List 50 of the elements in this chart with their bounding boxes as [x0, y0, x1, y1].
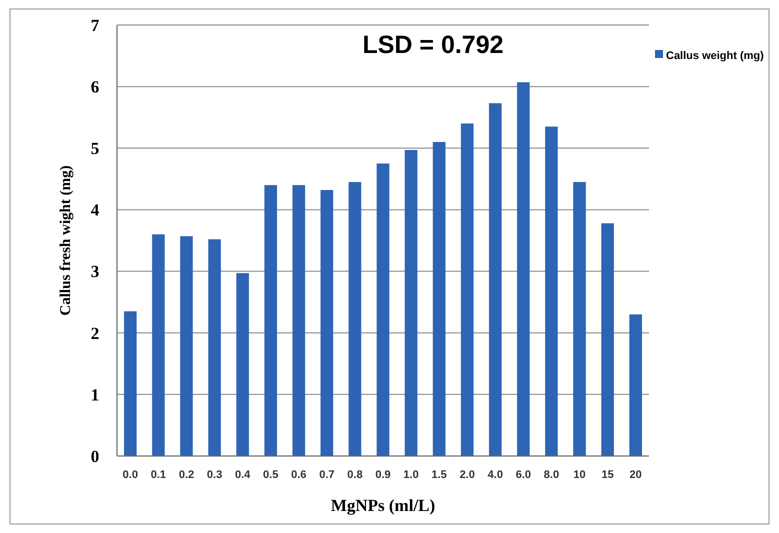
bar [292, 185, 306, 456]
y-axis-title: Callus fresh wight (mg) [58, 165, 74, 316]
x-tick-label: 8.0 [544, 469, 560, 481]
bar [124, 311, 137, 456]
x-tick-label: 0.9 [375, 469, 391, 481]
bar [432, 142, 446, 456]
bar [236, 273, 249, 456]
y-tick-label: 4 [90, 200, 100, 220]
x-tick-label: 0.6 [291, 469, 306, 481]
x-tick-label: 15 [601, 469, 614, 481]
bar [152, 234, 165, 456]
bar [517, 82, 530, 456]
x-tick-label: 6.0 [516, 469, 532, 481]
y-tick-label: 1 [90, 385, 100, 404]
y-tick-label: 7 [90, 16, 100, 35]
x-tick-label: 0.7 [319, 469, 334, 481]
x-tick-label: 10 [573, 469, 586, 481]
x-tick-label: 0.8 [347, 469, 363, 481]
bar [348, 182, 362, 456]
x-axis-title: MgNPs (ml/L) [330, 496, 436, 515]
bar [208, 239, 221, 456]
y-tick-label: 6 [90, 78, 100, 97]
bar [545, 126, 558, 456]
x-tick-label: 20 [630, 469, 642, 481]
x-tick-label: 1.0 [403, 469, 419, 481]
x-tick-label: 0.4 [234, 469, 252, 481]
y-tick-label: 0 [90, 446, 100, 466]
x-tick-label: 2.0 [460, 469, 475, 481]
bar [573, 182, 586, 456]
x-tick-label: 0.1 [150, 469, 166, 481]
y-tick-label: 3 [90, 262, 100, 282]
x-tick-label: 0.5 [263, 469, 278, 481]
x-tick-label: 0.0 [122, 469, 138, 481]
bar [320, 190, 334, 456]
x-tick-label: 4.0 [488, 469, 503, 481]
bar [460, 124, 474, 456]
bar [488, 103, 502, 456]
annotation: LSD = 0.792 [362, 31, 504, 59]
bar [404, 150, 418, 456]
bar [629, 314, 642, 456]
x-tick-label: 1.5 [432, 469, 447, 481]
y-tick-label: 5 [90, 139, 100, 158]
x-tick-label: 0.2 [178, 469, 194, 481]
bar [376, 164, 390, 456]
legend-label: Callus weight (mg) [666, 50, 764, 62]
y-tick-label: 2 [90, 324, 100, 343]
x-tick-label: 0.3 [206, 469, 222, 481]
bar [180, 236, 193, 456]
bar [601, 223, 614, 456]
bar [264, 185, 278, 456]
